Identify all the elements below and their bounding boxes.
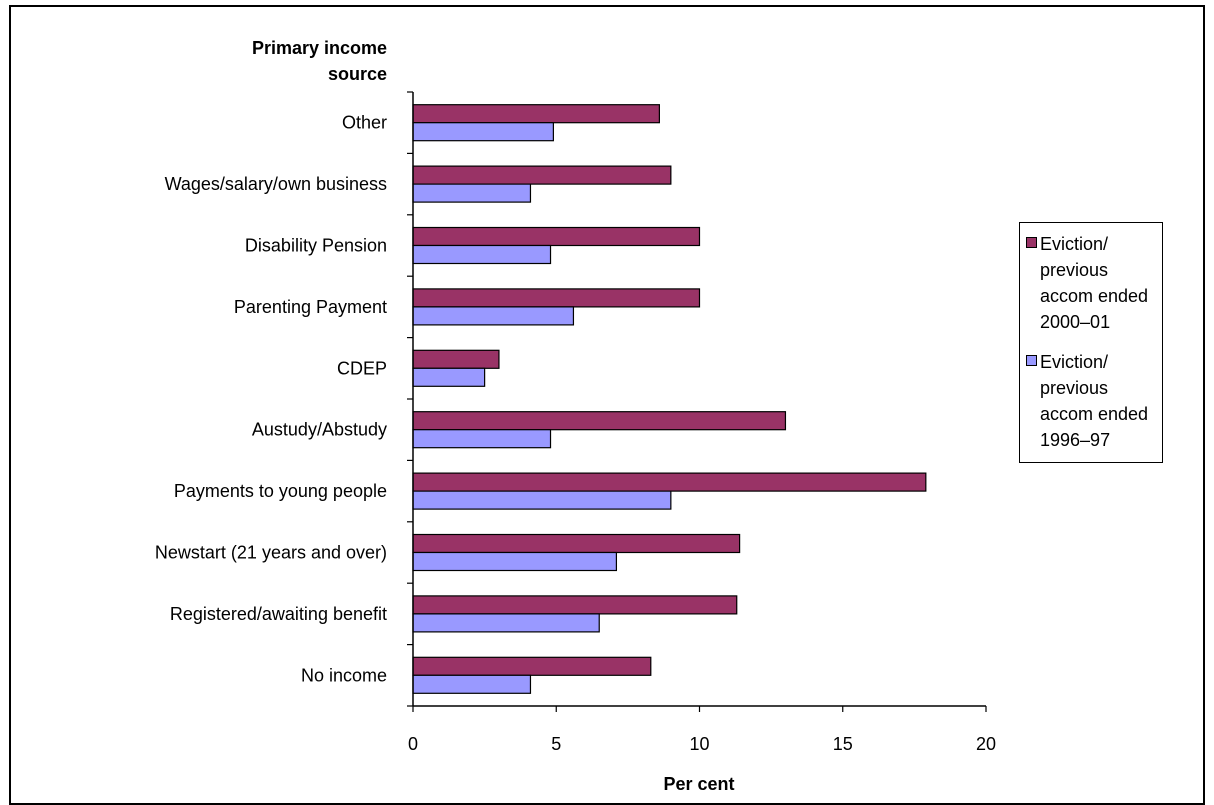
bar-2000-01-7 [412, 533, 741, 554]
legend: Eviction/ previous accom ended 2000–01 E… [1019, 222, 1163, 463]
category-label: Newstart (21 years and over) [155, 543, 387, 563]
bar-1996-97-3 [412, 306, 575, 326]
bar-1996-97-6 [412, 490, 672, 510]
bar-1996-97-9 [412, 674, 532, 694]
ticks-group [407, 91, 987, 712]
category-labels: Other Wages/salary/own business Disability… [155, 113, 387, 686]
bar-1996-97-8 [412, 613, 600, 633]
bar-2000-01-5 [412, 411, 787, 431]
category-label: Parenting Payment [234, 297, 387, 317]
bar-2000-01-6 [412, 472, 927, 492]
bars-group [412, 104, 927, 694]
bar-2000-01-2 [412, 226, 701, 247]
bar-1996-97-0 [412, 122, 554, 142]
bar-1996-97-7 [412, 551, 618, 572]
bar-2000-01-0 [412, 104, 660, 124]
category-label: Registered/awaiting benefit [170, 604, 387, 624]
legend-label-2000-01: Eviction/ previous accom ended 2000–01 [1040, 234, 1149, 332]
bar-2000-01-1 [412, 165, 672, 185]
x-tick-label: 20 [976, 734, 996, 754]
bar-1996-97-2 [412, 244, 552, 265]
bar-2000-01-8 [412, 595, 738, 615]
x-tick-labels: 0 5 10 15 20 [408, 734, 996, 754]
bar-2000-01-4 [412, 349, 500, 369]
category-label: Payments to young people [174, 481, 387, 501]
category-label: Austudy/Abstudy [252, 420, 387, 440]
y-axis-title: Primary income source [252, 38, 387, 84]
category-label: No income [301, 665, 387, 685]
category-label: Disability Pension [245, 236, 387, 256]
bar-2000-01-3 [412, 288, 701, 308]
bar-1996-97-1 [412, 183, 532, 203]
category-label: Other [342, 113, 387, 133]
category-label: CDEP [337, 358, 387, 378]
x-tick-label: 10 [689, 734, 709, 754]
bar-1996-97-4 [412, 367, 486, 387]
x-axis-title: Per cent [663, 774, 734, 793]
legend-swatch-2000-01 [1026, 237, 1037, 248]
x-tick-label: 0 [408, 734, 418, 754]
legend-label-1996-97: Eviction/ previous accom ended 1996–97 [1040, 352, 1149, 450]
bar-1996-97-5 [412, 429, 552, 449]
bar-2000-01-9 [412, 656, 652, 676]
legend-swatch-1996-97 [1026, 355, 1037, 366]
category-label: Wages/salary/own business [165, 174, 387, 194]
x-tick-label: 15 [833, 734, 853, 754]
x-tick-label: 5 [551, 734, 561, 754]
